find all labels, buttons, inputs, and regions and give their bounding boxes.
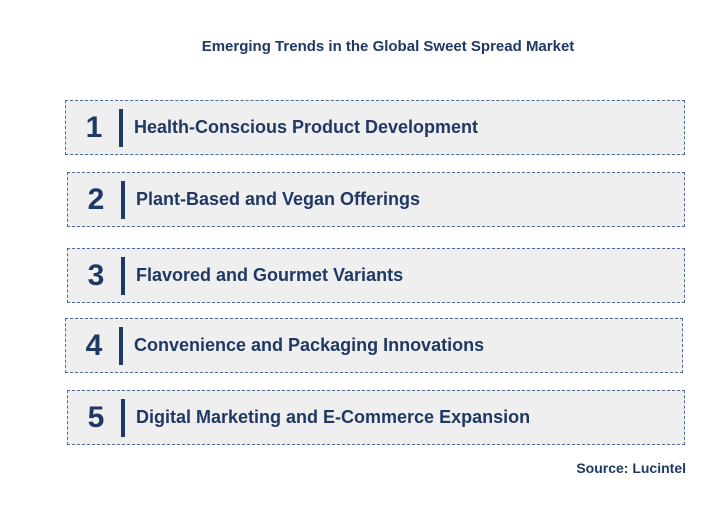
trend-item-3: 3 Flavored and Gourmet Variants	[67, 248, 685, 303]
trend-label: Convenience and Packaging Innovations	[134, 335, 485, 355]
trend-item-1: 1 Health-Conscious Product Development	[65, 100, 685, 155]
source-note: Source: Lucintel	[576, 460, 686, 476]
trend-label: Flavored and Gourmet Variants	[136, 265, 404, 285]
diagram-title: Emerging Trends in the Global Sweet Spre…	[201, 38, 575, 55]
trend-label: Plant-Based and Vegan Offerings	[136, 189, 421, 209]
trend-number: 5	[87, 400, 105, 434]
trend-number: 2	[87, 182, 105, 216]
trend-divider	[121, 257, 125, 295]
trend-number: 3	[87, 258, 105, 292]
trend-divider	[119, 109, 123, 147]
trend-number: 4	[85, 328, 103, 362]
trend-label: Health-Conscious Product Development	[134, 117, 479, 137]
trend-item-5: 5 Digital Marketing and E-Commerce Expan…	[67, 390, 685, 445]
trend-number: 1	[85, 110, 103, 144]
trend-divider	[119, 327, 123, 365]
trend-label: Digital Marketing and E-Commerce Expansi…	[136, 407, 531, 427]
trend-item-4: 4 Convenience and Packaging Innovations	[65, 318, 683, 373]
trend-divider	[121, 181, 125, 219]
trend-divider	[121, 399, 125, 437]
trend-item-2: 2 Plant-Based and Vegan Offerings	[67, 172, 685, 227]
